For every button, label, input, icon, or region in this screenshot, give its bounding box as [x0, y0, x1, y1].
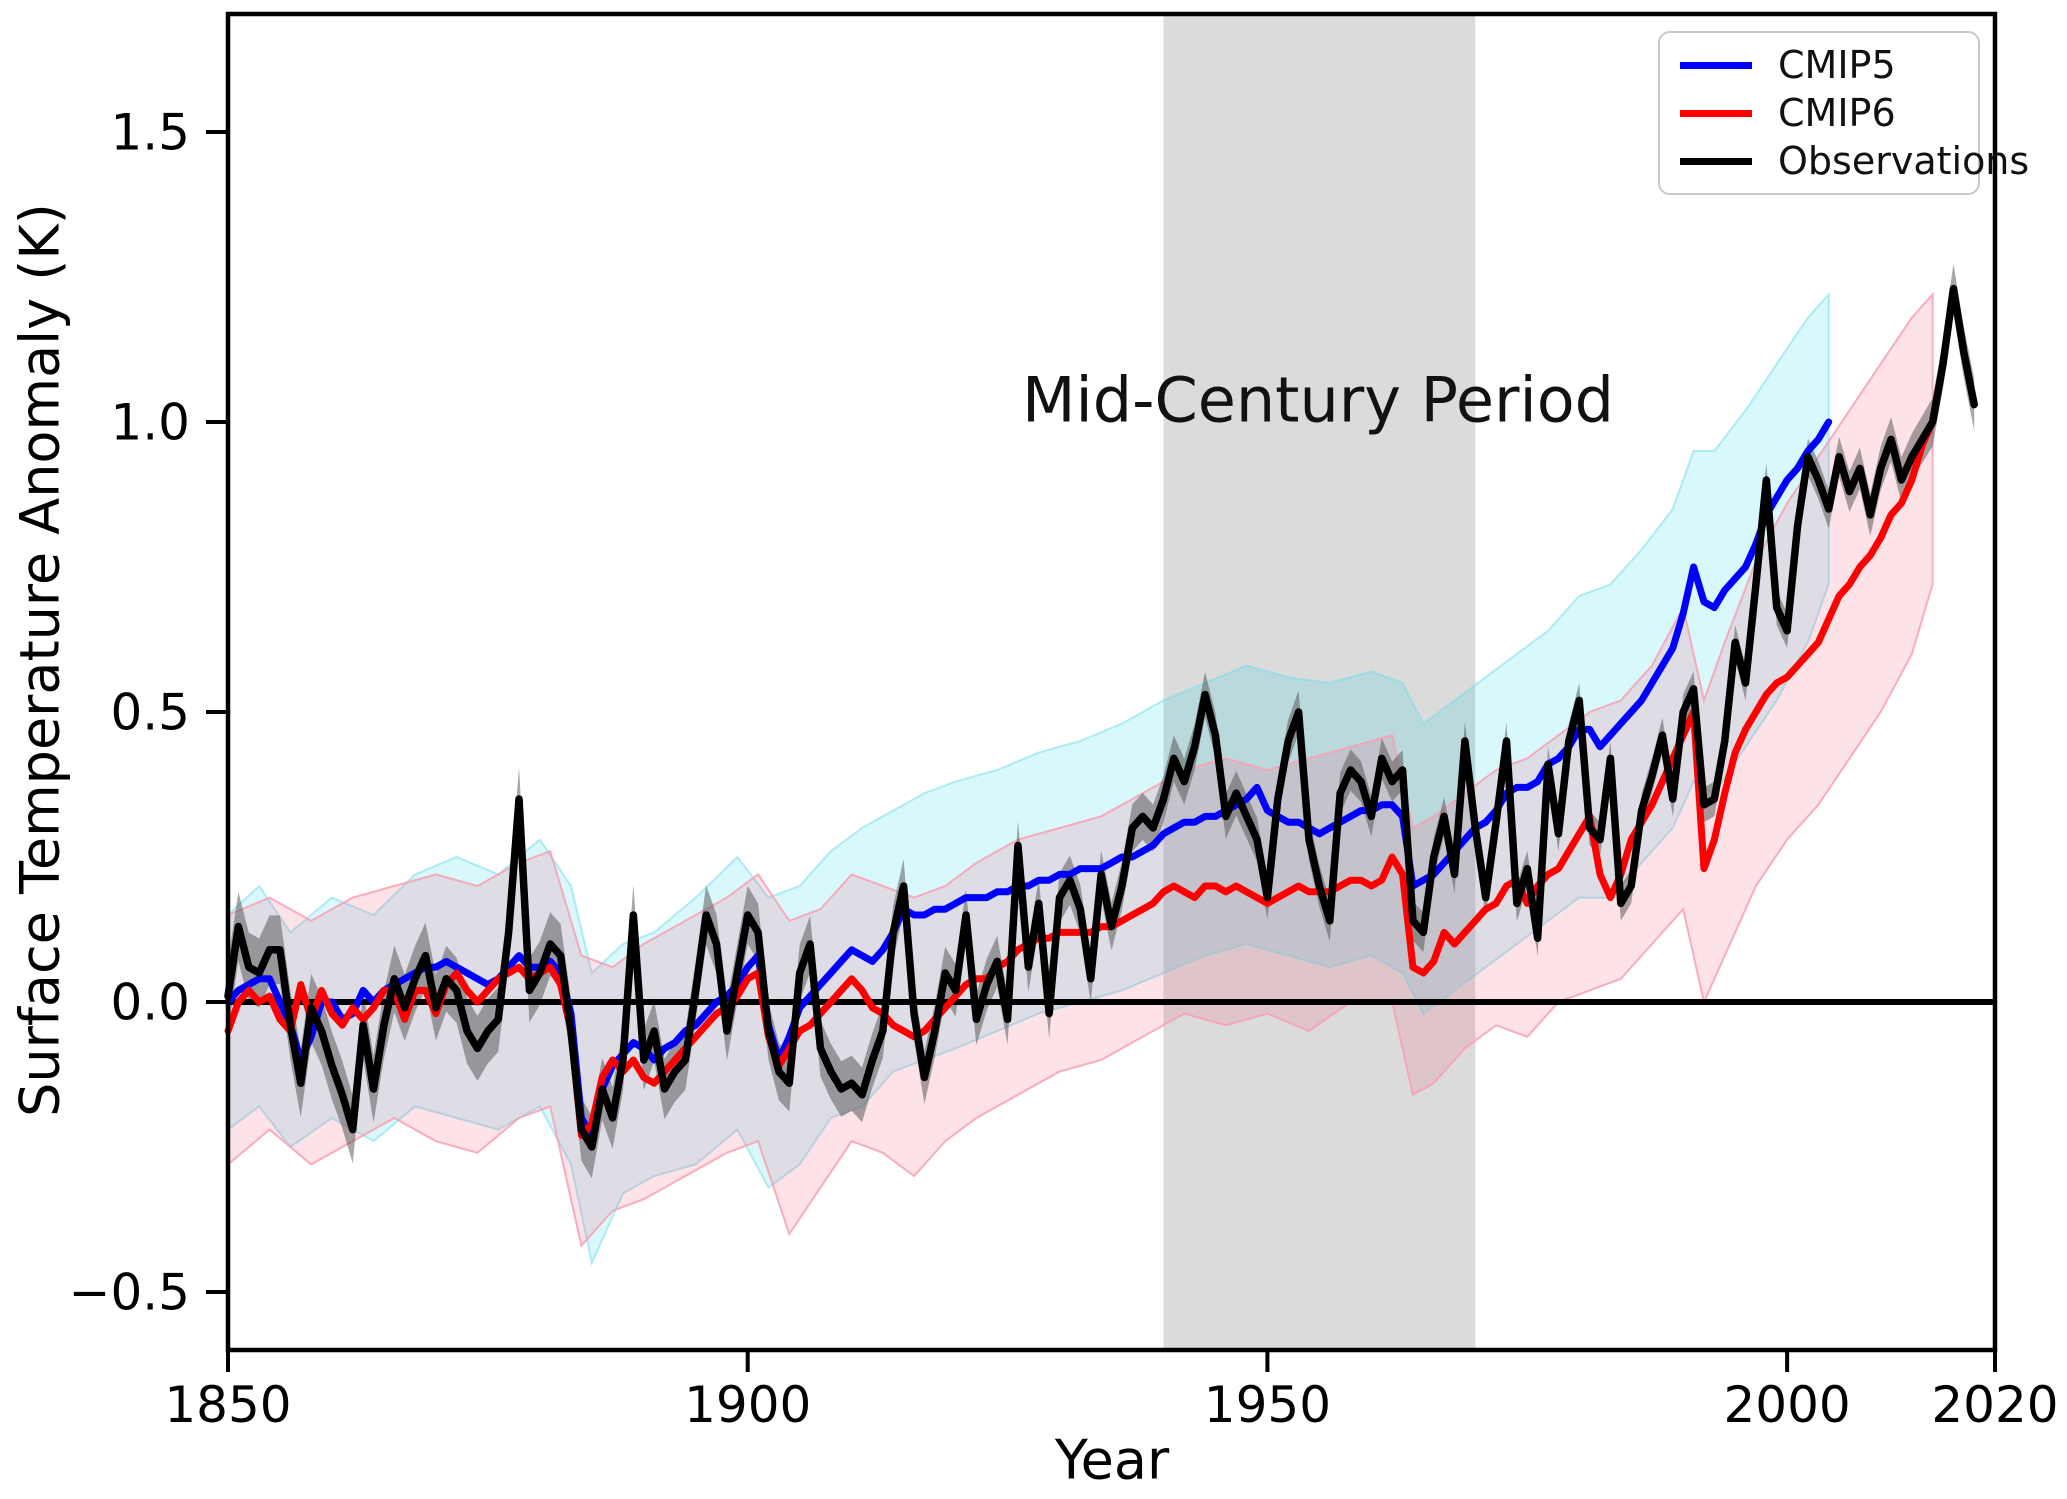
- y-tick-label: 0.5: [110, 683, 190, 741]
- legend-item-cmip5: CMIP5: [1680, 43, 1958, 87]
- legend-label-cmip5: CMIP5: [1778, 43, 1896, 87]
- y-axis-label: Surface Temperature Anomaly (K): [8, 203, 72, 1117]
- plot-border: [225, 11, 1998, 1353]
- x-tick-label: 1850: [164, 1376, 291, 1434]
- legend-item-cmip6: CMIP6: [1680, 91, 1958, 135]
- y-tick-label: 1.0: [110, 393, 190, 451]
- observations-uncertainty-band: [228, 263, 1975, 1179]
- midcentury-period-label: Mid-Century Period: [1022, 363, 1614, 437]
- legend-item-observations: Observations: [1680, 139, 2029, 183]
- observations-line: [224, 284, 1978, 1151]
- legend: CMIP5 CMIP6 Observations: [1658, 31, 2029, 195]
- legend-label-observations: Observations: [1778, 139, 2030, 183]
- x-tick-label: 1900: [684, 1376, 811, 1434]
- x-axis-label: Year: [1054, 1428, 1170, 1492]
- observations-line-swatch: [1680, 157, 1752, 165]
- x-tick-label: 2000: [1723, 1376, 1850, 1434]
- cmip6-line-swatch: [1680, 109, 1752, 117]
- y-tick-label: −0.5: [69, 1263, 190, 1321]
- x-tick-label: 1950: [1204, 1376, 1331, 1434]
- y-tick-label: 0.0: [110, 973, 190, 1031]
- legend-label-cmip6: CMIP6: [1778, 91, 1896, 135]
- cmip5-line-swatch: [1680, 61, 1752, 69]
- x-tick-label: 2020: [1931, 1376, 2058, 1434]
- y-tick-label: 1.5: [110, 103, 190, 161]
